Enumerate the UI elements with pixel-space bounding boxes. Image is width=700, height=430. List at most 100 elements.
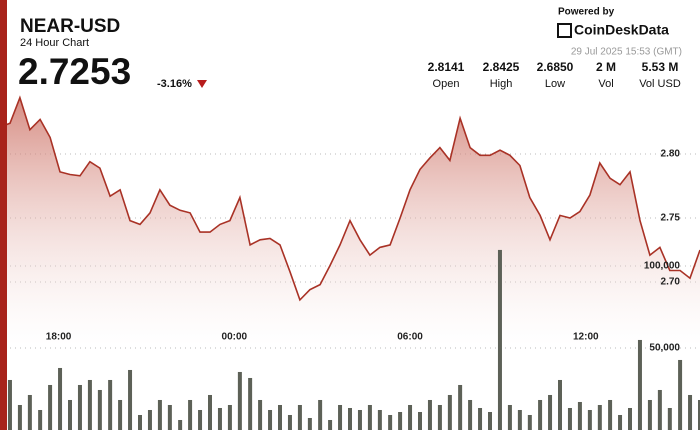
volume-bar (688, 394, 693, 430)
volume-bar (388, 414, 393, 430)
volume-bar (548, 394, 553, 430)
volume-bar (507, 404, 512, 430)
title: NEAR-USD (20, 16, 120, 37)
y-tick-label: 2.75 (661, 213, 681, 224)
volume-bar (118, 399, 123, 430)
volume-bar (478, 407, 483, 430)
volume-bar (227, 404, 232, 430)
volume-bar (188, 399, 193, 430)
volume-bar (217, 407, 222, 430)
volume-bar (657, 389, 662, 430)
down-arrow (197, 80, 207, 88)
volume-bar (157, 399, 162, 430)
price-line (0, 95, 700, 302)
logo-icon (557, 23, 572, 38)
volume-bar (7, 379, 12, 430)
plot: 2.70 2.75 2.80 50,000 100,000 18:00 00:00 06:00… (0, 95, 700, 430)
volume-bar (248, 377, 253, 430)
stat-label: Vol USD (639, 78, 681, 90)
stat-label: Low (545, 78, 565, 90)
volume-bar (488, 411, 492, 430)
volume-bar (297, 404, 302, 430)
x-tick-label: 06:00 (397, 332, 423, 343)
x-tick-label: 12:00 (573, 332, 599, 343)
volume-bar (468, 399, 473, 430)
volume-bar (447, 394, 452, 430)
subtitle: 24 Hour Chart (20, 37, 89, 49)
volume-bar (38, 409, 43, 430)
volume-bar (318, 399, 323, 430)
volume-bar (147, 409, 152, 430)
volume-bar (138, 414, 142, 430)
stat-label: Vol (598, 78, 613, 90)
stat-value: 2.6850 (537, 60, 574, 74)
volume-bar (178, 419, 183, 430)
change: -3.16% (157, 78, 192, 90)
volume-bar (338, 404, 343, 430)
volume-bar (667, 407, 672, 430)
brand: CoinDeskData (574, 22, 669, 38)
x-tick-label: 18:00 (46, 332, 72, 343)
volume-bar (558, 379, 562, 430)
volume-bar (577, 401, 582, 430)
brand-stripe (0, 0, 7, 430)
stat-value: 2 M (596, 60, 616, 74)
volume-bar (597, 404, 602, 430)
stats: 2.8141 Open 2.8425 High 2.6850 Low 2 M Vol 5.53 … (428, 60, 681, 90)
volume-bar (608, 399, 613, 430)
volume-bar (567, 407, 572, 430)
volume-bar (427, 399, 432, 430)
volume-bar (208, 394, 212, 430)
volume-bar (618, 414, 623, 430)
volume-bar (418, 411, 422, 430)
volume-bar (258, 399, 263, 430)
y-tick-label: 2.70 (661, 277, 681, 288)
timestamp: 29 Jul 2025 15:53 (GMT) (571, 47, 682, 58)
stat-label: High (490, 78, 513, 90)
stat-label: Open (433, 78, 460, 90)
volume-bar (58, 367, 63, 430)
volume-bar (77, 384, 82, 430)
volume-bar (458, 384, 463, 430)
volume-bar (108, 379, 113, 430)
volume-bar (48, 384, 53, 430)
volume-bar (527, 414, 532, 430)
volume-bar (497, 249, 502, 430)
volume-bar (517, 409, 522, 430)
y2-tick-label: 50,000 (649, 343, 680, 354)
volume-bar (287, 414, 292, 430)
stat-value: 5.53 M (642, 60, 679, 74)
volume-bar (328, 419, 333, 430)
y-tick-label: 2.80 (661, 149, 681, 160)
y2-tick-label: 100,000 (644, 261, 681, 272)
volume-bar (628, 407, 632, 430)
volume-bar (198, 409, 203, 430)
volume-bar (678, 359, 683, 430)
volume-bar (278, 404, 282, 430)
volume-bar (637, 339, 642, 430)
volume-bar (587, 409, 592, 430)
volume-bar (87, 379, 92, 430)
volume-bar (237, 371, 242, 430)
volume-bar (398, 411, 403, 430)
volume-bar (17, 404, 22, 430)
stat-value: 2.8141 (428, 60, 465, 74)
volume-bar (647, 399, 652, 430)
price: 2.7253 (18, 51, 131, 92)
volume-bar (307, 417, 312, 430)
volume-bar (367, 404, 372, 430)
volume-bar (348, 407, 352, 430)
volume-bar (97, 389, 102, 430)
x-tick-label: 00:00 (222, 332, 248, 343)
powered-by: Powered by (558, 7, 615, 18)
volume-bar (357, 409, 362, 430)
volume-bar (377, 409, 382, 430)
volume-bar (68, 399, 72, 430)
volume-bar (408, 404, 413, 430)
volume-bar (27, 394, 32, 430)
volume-bar (167, 404, 172, 430)
volume-bar (538, 399, 543, 430)
stat-value: 2.8425 (483, 60, 520, 74)
volume-bar (268, 409, 273, 430)
